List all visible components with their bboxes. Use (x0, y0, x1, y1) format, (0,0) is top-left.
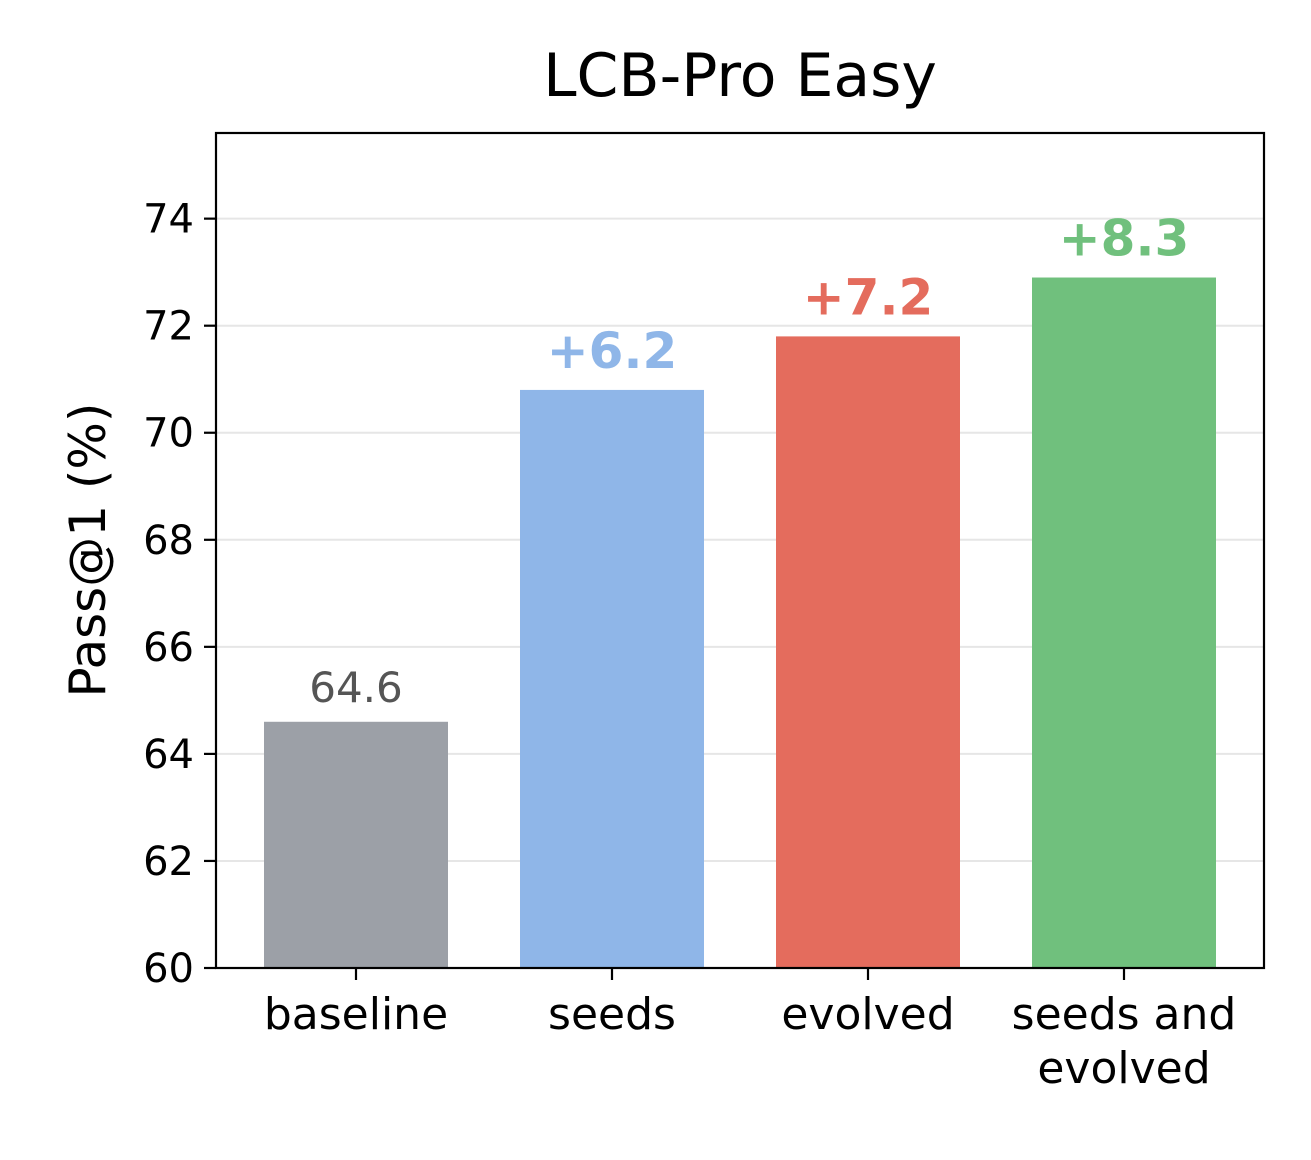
y-tick-label: 62 (143, 839, 194, 885)
y-tick-label: 60 (143, 946, 194, 992)
data-label: +8.3 (1059, 210, 1189, 268)
plot-frame (214, 131, 1266, 970)
bar (264, 721, 448, 968)
y-tick-label: 72 (143, 304, 194, 350)
x-tick-label: seeds (548, 989, 676, 1040)
data-labels: 64.6 +6.2 +7.2 +8.3 (309, 210, 1189, 712)
x-tick-label-line: evolved (1037, 1043, 1210, 1094)
y-tick-label: 64 (143, 732, 194, 778)
x-tick-label-line: seeds and (1012, 989, 1237, 1040)
y-tick-label: 68 (143, 518, 194, 564)
data-label: 64.6 (309, 663, 403, 712)
bars (264, 277, 1216, 968)
x-tick-label-line: seeds (548, 989, 676, 1040)
data-label: +7.2 (803, 268, 933, 326)
bar (1032, 277, 1216, 968)
x-tick-label: seeds and evolved (1012, 989, 1237, 1094)
y-tick-label: 70 (143, 411, 194, 457)
x-tick-label-line: baseline (264, 989, 448, 1040)
bar (520, 389, 704, 968)
x-tick-label: evolved (781, 989, 954, 1040)
data-label: +6.2 (547, 322, 677, 380)
y-tick-label: 66 (143, 625, 194, 671)
chart-title: LCB-Pro Easy (543, 41, 937, 111)
y-tick-label: 74 (143, 197, 194, 243)
x-tick-label-line: evolved (781, 989, 954, 1040)
bar (776, 336, 960, 968)
x-tick-label: baseline (264, 989, 448, 1040)
y-axis-label: Pass@1 (%) (59, 403, 117, 698)
